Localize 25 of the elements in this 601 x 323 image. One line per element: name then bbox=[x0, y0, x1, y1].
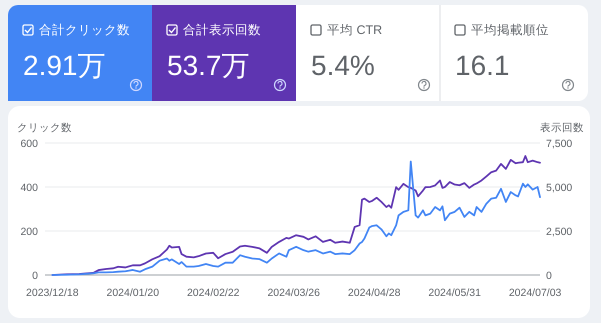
text: 合計表示回数 bbox=[183, 23, 261, 37]
x-tick-label: 2024/07/03 bbox=[508, 287, 562, 299]
x-tick-label: 2024/01/20 bbox=[106, 287, 160, 299]
y2-tick-label: 7,500 bbox=[546, 138, 572, 150]
text: 16.1 bbox=[455, 50, 510, 81]
y-axis-title: クリック数 bbox=[17, 122, 72, 134]
x-tick-label: 2024/03/26 bbox=[267, 287, 320, 299]
text: 平均 CTR bbox=[327, 23, 382, 37]
text: 2.91万 bbox=[23, 50, 106, 81]
x-tick-label: 2023/12/18 bbox=[26, 287, 79, 299]
y-tick-label: 400 bbox=[20, 182, 38, 194]
text: 5.4% bbox=[311, 50, 375, 81]
text: 平均掲載順位 bbox=[471, 23, 549, 37]
y2-tick-label: 2,500 bbox=[546, 226, 572, 238]
y-tick-label: 0 bbox=[32, 270, 38, 282]
y-tick-label: 200 bbox=[20, 226, 38, 238]
text: 53.7万 bbox=[167, 50, 250, 81]
y2-tick-label: 5,000 bbox=[546, 182, 572, 194]
y2-tick-label: 0 bbox=[546, 270, 552, 282]
x-tick-label: 2024/02/22 bbox=[186, 287, 240, 299]
text: 合計クリック数 bbox=[39, 23, 130, 37]
x-tick-label: 2024/04/28 bbox=[348, 287, 401, 299]
y2-axis-title: 表示回数 bbox=[540, 121, 584, 134]
x-tick-label: 2024/05/31 bbox=[428, 287, 482, 299]
y-tick-label: 600 bbox=[20, 138, 38, 150]
